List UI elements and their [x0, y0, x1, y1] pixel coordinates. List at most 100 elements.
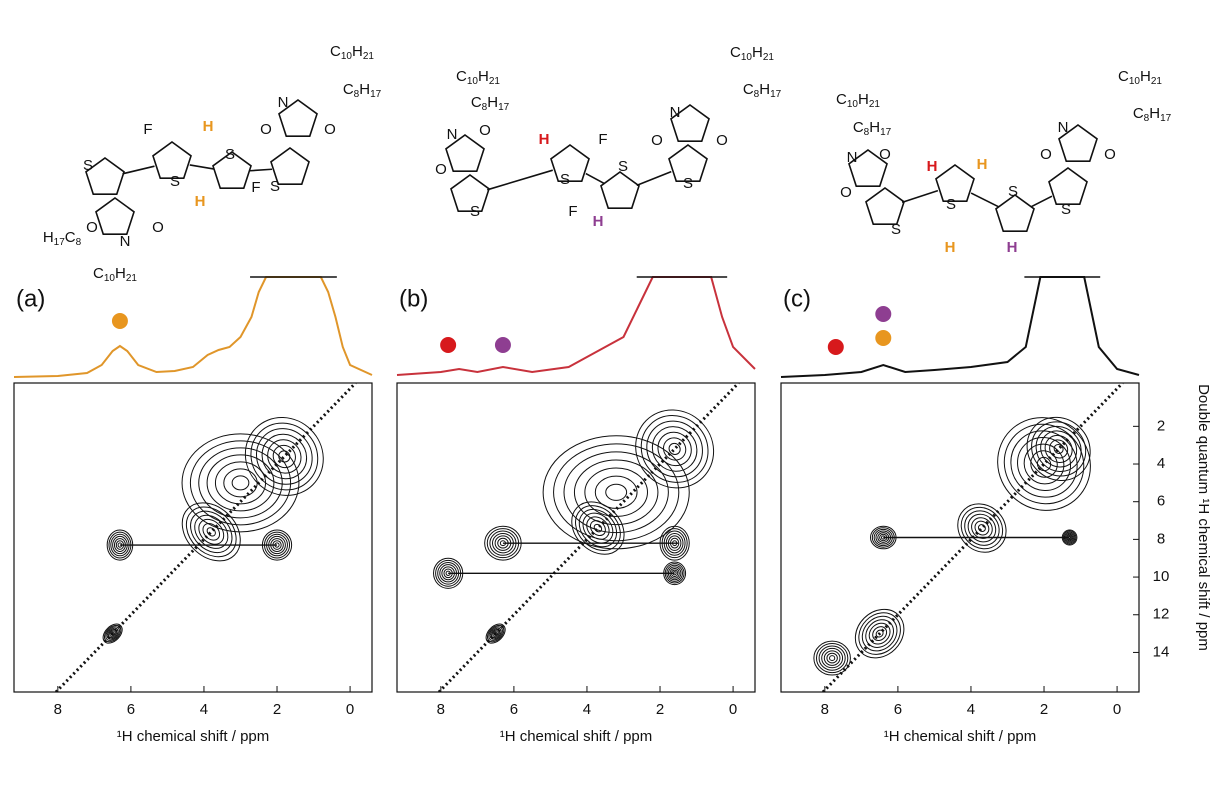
- atom-label: O: [324, 121, 336, 138]
- atom-label: O: [1104, 146, 1116, 163]
- atom-label: N: [1058, 119, 1069, 136]
- atom-label: S: [270, 178, 280, 195]
- contour: [960, 506, 1004, 550]
- atom-label: C10H21: [93, 265, 137, 284]
- contour: [977, 524, 986, 533]
- contour: [109, 630, 116, 637]
- x-tick-label: 6: [894, 701, 902, 718]
- contour: [578, 508, 618, 548]
- atom-label: C8H17: [853, 119, 892, 138]
- contours: [433, 383, 740, 692]
- y-tick-label: 12: [1153, 606, 1170, 623]
- atom-label: S: [891, 221, 901, 238]
- assignment-marker: [440, 337, 457, 353]
- contour: [272, 444, 296, 469]
- assignment-marker: [111, 313, 128, 329]
- contour: [198, 447, 283, 519]
- contour: [605, 483, 628, 501]
- x-tick-label: 0: [1113, 701, 1121, 718]
- ring: [995, 194, 1035, 232]
- contour: [492, 630, 499, 637]
- y-tick-label: 4: [1157, 455, 1165, 472]
- contour: [571, 501, 625, 555]
- bond: [636, 170, 672, 187]
- ring: [450, 174, 490, 212]
- projection: [396, 276, 756, 376]
- contour: [206, 454, 275, 512]
- atom-label: S: [683, 175, 693, 192]
- diagonal: [54, 383, 357, 692]
- contour: [181, 502, 241, 562]
- contour: [813, 640, 851, 676]
- atom-label: H17C8: [43, 229, 82, 248]
- atom-label: O: [716, 132, 728, 149]
- x-tick-label: 4: [200, 701, 208, 718]
- contour: [854, 608, 905, 659]
- atom-label: H: [539, 131, 550, 148]
- atom-label: O: [1040, 146, 1052, 163]
- contour: [818, 645, 846, 671]
- bond: [189, 164, 215, 170]
- atom-label: O: [651, 132, 663, 149]
- atom-label: N: [447, 126, 458, 143]
- contour: [657, 431, 692, 467]
- contour: [181, 433, 300, 533]
- bond: [585, 172, 605, 185]
- ring: [935, 164, 975, 202]
- contour: [593, 523, 603, 533]
- atom-label: C10H21: [330, 43, 374, 62]
- atom-label: F: [143, 121, 152, 138]
- contour: [106, 627, 119, 640]
- atom-label: H: [927, 158, 938, 175]
- contour: [663, 437, 687, 461]
- x-tick-label: 8: [54, 701, 62, 718]
- x-axis-label: ¹H chemical shift / ppm: [884, 728, 1037, 745]
- contour: [185, 506, 237, 558]
- assignment-marker: [827, 339, 844, 355]
- atom-label: C10H21: [836, 91, 880, 110]
- contour: [278, 450, 291, 463]
- assignment-marker: [875, 306, 892, 322]
- atom-label: C10H21: [1118, 68, 1162, 87]
- atom-label: O: [479, 122, 491, 139]
- atom-label: H: [1007, 239, 1018, 256]
- atom-label: N: [278, 94, 289, 111]
- contour: [971, 517, 993, 539]
- atom-label: O: [86, 219, 98, 236]
- contour: [589, 520, 606, 537]
- contour: [542, 435, 690, 550]
- atom-label: N: [847, 149, 858, 166]
- atom-label: C8H17: [343, 81, 382, 100]
- ring: [668, 144, 708, 182]
- contour: [1049, 439, 1069, 459]
- x-tick-label: 6: [127, 701, 135, 718]
- contour: [826, 652, 838, 664]
- ring: [550, 144, 590, 182]
- bond: [249, 168, 273, 172]
- ring: [848, 149, 888, 187]
- contours: [54, 383, 357, 692]
- atom-label: S: [1008, 183, 1018, 200]
- bond: [122, 165, 155, 175]
- contour: [1026, 416, 1091, 481]
- y-tick-label: 14: [1153, 643, 1170, 660]
- x-axis-label: ¹H chemical shift / ppm: [500, 728, 653, 745]
- atom-label: O: [260, 121, 272, 138]
- contour: [573, 459, 659, 526]
- contour: [646, 420, 703, 478]
- assignment-marker: [494, 337, 511, 353]
- atom-label: O: [879, 146, 891, 163]
- contour: [489, 627, 502, 640]
- atom-label: F: [568, 203, 577, 220]
- plot-frame: [780, 382, 1140, 693]
- y-tick-label: 2: [1157, 417, 1165, 434]
- atom-label: H: [977, 156, 988, 173]
- contour: [1053, 443, 1064, 454]
- contour: [223, 468, 258, 498]
- plot-frame: [396, 382, 756, 693]
- panel-label: (b): [399, 285, 428, 312]
- y-tick-label: 10: [1153, 568, 1170, 585]
- x-axis-label: ¹H chemical shift / ppm: [117, 728, 270, 745]
- atom-label: C10H21: [730, 44, 774, 63]
